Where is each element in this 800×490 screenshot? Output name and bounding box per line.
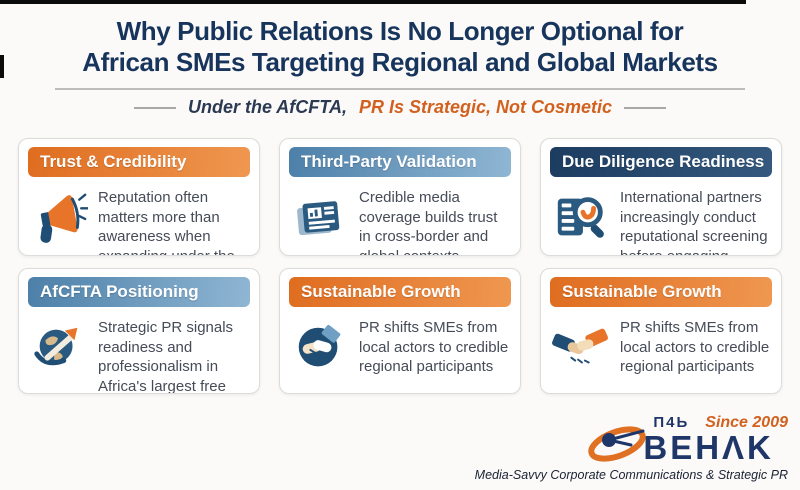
- card-title: Third-Party Validation: [301, 152, 477, 171]
- header: Why Public Relations Is No Longer Option…: [0, 0, 800, 118]
- card-header: Third-Party Validation: [289, 147, 511, 177]
- brand-tagline: Media-Savvy Corporate Communications & S…: [474, 468, 788, 482]
- card-due-diligence-readiness: Due Diligence Readiness International pa…: [540, 138, 782, 256]
- card-sustainable-growth-1: Sustainable Growth PR shifts SMEs from l…: [279, 268, 521, 394]
- card-body-text: Credible media coverage builds trust in …: [359, 189, 498, 256]
- card-header: AfCFTA Positioning: [28, 277, 250, 307]
- card-body-text: Strategic PR signals readiness and profe…: [98, 319, 234, 394]
- since-label: Since 2009: [705, 413, 788, 431]
- left-edge-artifact: [0, 55, 4, 78]
- card-title: Trust & Credibility: [40, 152, 187, 171]
- card-third-party-validation: Third-Party Validation Cre: [279, 138, 521, 256]
- card-title: Due Diligence Readiness: [562, 152, 765, 171]
- globe-arrow-icon: [30, 316, 88, 380]
- subtitle-dash-right: [624, 106, 667, 109]
- brand-footer: П4Ь Since 2009 BEHΛK Media-Savvy Corpora…: [475, 414, 788, 482]
- card-title: Sustainable Growth: [562, 282, 722, 301]
- page-title-line2: African SMEs Targeting Regional and Glob…: [82, 46, 718, 77]
- handshake-circle-icon: [291, 316, 349, 380]
- card-header: Due Diligence Readiness: [550, 147, 772, 177]
- subtitle-dash-left: [133, 106, 176, 109]
- card-trust-credibility: Trust & Credibility Reputation often mat…: [18, 138, 260, 256]
- card-body-text: PR shifts SMEs from local actors to cred…: [359, 319, 509, 375]
- card-afcfta-positioning: AfCFTA Positioning Strategic PR signals …: [18, 268, 260, 394]
- card-body-text: Reputation often matters more than aware…: [98, 189, 235, 256]
- megaphone-icon: [30, 186, 90, 250]
- document-magnifier-check-icon: [552, 186, 610, 250]
- card-title: AfCFTA Positioning: [40, 282, 199, 301]
- card-header: Sustainable Growth: [289, 277, 511, 307]
- subtitle-prefix: Under the AfCFTA,: [187, 97, 347, 118]
- subtitle-highlight: PR Is Strategic, Not Cosmetic: [358, 97, 613, 118]
- page-title-line1: Why Public Relations Is No Longer Option…: [116, 16, 684, 46]
- card-title: Sustainable Growth: [301, 282, 461, 301]
- newspaper-icon: [291, 186, 349, 250]
- logo-wordmark: BEHΛK: [643, 428, 774, 466]
- cards-grid: Trust & Credibility Reputation often mat…: [18, 138, 782, 394]
- orbit-logo-icon: [585, 418, 649, 466]
- handshake-icon: [552, 316, 610, 380]
- logo-small-text: П4Ь: [653, 414, 690, 432]
- card-header: Sustainable Growth: [550, 277, 772, 307]
- card-body-text: PR shifts SMEs from local actors to cred…: [620, 319, 770, 375]
- header-divider: [55, 88, 745, 91]
- card-body-text: International partners increasingly cond…: [620, 189, 768, 256]
- top-edge-artifact: [0, 0, 746, 4]
- card-sustainable-growth-2: Sustainable Growth PR shifts SMEs from l…: [540, 268, 782, 394]
- subtitle: Under the AfCFTA, PR Is Strategic, Not C…: [0, 97, 800, 118]
- card-header: Trust & Credibility: [28, 147, 250, 177]
